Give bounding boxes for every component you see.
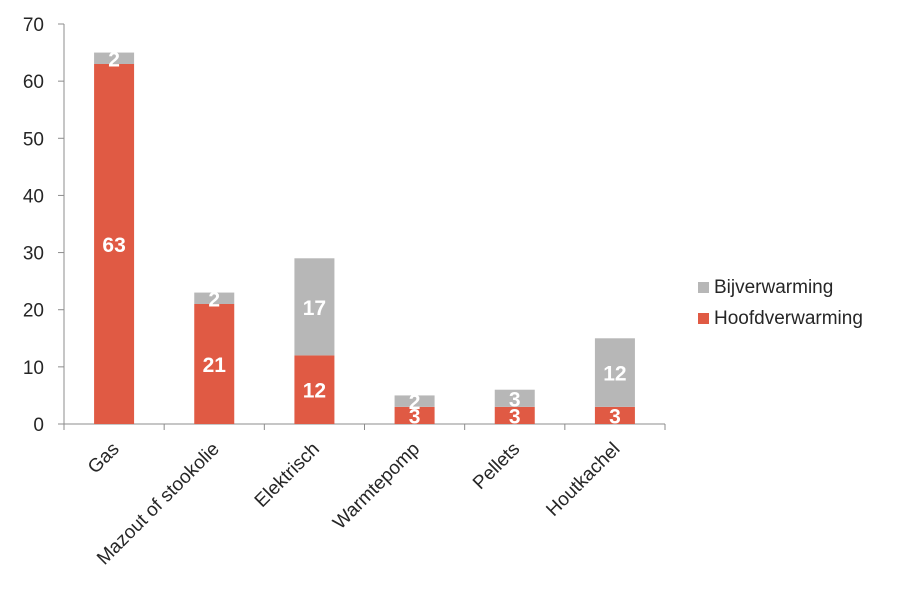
bar-segment-hoofdverwarming[interactable] <box>594 406 635 424</box>
x-category-label: Warmtepomp <box>329 439 424 534</box>
data-label: 63 <box>102 234 125 257</box>
legend: Bijverwarming Hoofdverwarming <box>698 272 863 334</box>
data-label: 2 <box>409 391 421 414</box>
bar-segment-hoofdverwarming[interactable] <box>394 406 435 424</box>
bar-segment-hoofdverwarming[interactable] <box>294 355 335 424</box>
data-label: 17 <box>303 297 326 320</box>
data-label: 2 <box>208 288 220 311</box>
bar-segment-bijverwarming[interactable] <box>294 258 335 356</box>
bar-segment-bijverwarming[interactable] <box>94 52 135 64</box>
data-label: 12 <box>303 380 326 403</box>
legend-item-hoofdverwarming[interactable]: Hoofdverwarming <box>698 303 863 334</box>
y-tick-label: 0 <box>33 415 44 436</box>
y-tick-label: 70 <box>23 15 44 36</box>
y-axis: 0 10 20 30 40 50 60 70 <box>23 15 65 436</box>
y-tick-label: 50 <box>23 129 44 150</box>
data-label: 12 <box>603 363 626 386</box>
x-category-label: Elektrisch <box>251 439 324 512</box>
bar-segment-hoofdverwarming[interactable] <box>94 64 135 424</box>
legend-label-bijverwarming: Bijverwarming <box>714 276 834 298</box>
legend-swatch-bijverwarming <box>698 282 709 293</box>
x-category-label: Gas <box>84 439 123 478</box>
data-label: 3 <box>609 405 621 428</box>
bars <box>94 52 635 424</box>
data-label: 3 <box>409 405 421 428</box>
bar-segment-hoofdverwarming[interactable] <box>194 304 235 424</box>
y-tick-label: 10 <box>23 358 44 379</box>
legend-label-hoofdverwarming: Hoofdverwarming <box>714 307 863 329</box>
x-category-label: Pellets <box>469 439 524 494</box>
bar-segment-hoofdverwarming[interactable] <box>494 406 535 424</box>
y-tick-label: 60 <box>23 72 44 93</box>
data-label: 3 <box>509 388 521 411</box>
legend-swatch-hoofdverwarming <box>698 313 709 324</box>
y-tick-label: 40 <box>23 186 44 207</box>
legend-item-bijverwarming[interactable]: Bijverwarming <box>698 272 863 303</box>
bar-segment-bijverwarming[interactable] <box>594 338 635 407</box>
data-label: 2 <box>108 48 120 71</box>
data-label: 21 <box>203 354 227 377</box>
data-label: 3 <box>509 405 521 428</box>
y-tick-label: 20 <box>23 301 44 322</box>
bar-segment-bijverwarming[interactable] <box>394 395 435 407</box>
bar-segment-bijverwarming[interactable] <box>194 292 235 304</box>
x-category-label: Houtkachel <box>542 439 624 521</box>
y-tick-label: 30 <box>23 244 44 265</box>
bar-segment-bijverwarming[interactable] <box>494 389 535 407</box>
